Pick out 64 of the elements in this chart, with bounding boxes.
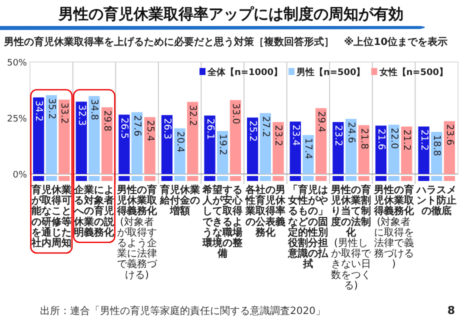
bar bbox=[302, 135, 314, 174]
x-tick-label: 「育児は女性がやるもの」などの固定的性別役割分担意識の払拭 bbox=[287, 184, 330, 270]
legend-label: 全体【n=1000】 bbox=[206, 67, 282, 78]
chart-subtitle: 男性の育児休業取得率を上げるために必要だと思う対策［複数回答形式］ ※上位10位までを表示 bbox=[3, 36, 448, 48]
bar bbox=[204, 116, 216, 174]
y-tick-label: 0% bbox=[12, 170, 28, 180]
bar bbox=[76, 102, 87, 174]
bar bbox=[58, 100, 70, 174]
data-label: 34.8 bbox=[88, 99, 100, 120]
data-label: 25.2 bbox=[247, 120, 258, 142]
bar bbox=[230, 100, 242, 174]
bar bbox=[131, 112, 143, 174]
category-label: 男性の育児休業取得義務化(対象者が取得するよう企業に法律で義務づける) bbox=[117, 185, 157, 281]
data-label: 33.2 bbox=[58, 102, 70, 124]
data-label: 24.6 bbox=[346, 122, 356, 144]
y-tick-label: 25% bbox=[6, 114, 28, 124]
data-label: 35.2 bbox=[46, 98, 57, 120]
legend-label: 男性【n=500】 bbox=[296, 67, 366, 78]
data-label: 27.6 bbox=[132, 115, 142, 136]
bar bbox=[46, 95, 57, 174]
x-tick-label: 男性の育児休業取得義務化(対象者に取得を法律で義務づける) bbox=[372, 184, 415, 270]
text: 出所：連合「男性の育児等家庭的責任に関する意識調査2020」 bbox=[40, 305, 326, 317]
bar bbox=[32, 97, 44, 174]
bar bbox=[174, 128, 186, 174]
chart-title: 男性の育児休業取得率アップには制度の周知が有効 bbox=[58, 5, 404, 23]
data-label: 32.2 bbox=[187, 104, 198, 126]
bar bbox=[260, 113, 271, 174]
data-label: 32.3 bbox=[76, 104, 87, 126]
data-label: 26.1 bbox=[204, 118, 216, 140]
x-tick-label: 各社の男性育児休業取得率の公表義務化 bbox=[244, 184, 286, 238]
y-tick-label: 50% bbox=[6, 58, 28, 68]
data-label: 17.4 bbox=[302, 138, 314, 160]
legend-label: 女性【n=500】 bbox=[378, 67, 448, 78]
data-label: 21.8 bbox=[358, 128, 370, 150]
x-tick-label: 育児休業給付金の増額 bbox=[158, 184, 200, 218]
data-label: 18.8 bbox=[431, 134, 442, 156]
data-label: 23.2 bbox=[332, 125, 344, 146]
data-label: 29.4 bbox=[316, 111, 327, 132]
data-label: 19.2 bbox=[217, 134, 228, 156]
data-label: 23.2 bbox=[272, 125, 284, 146]
data-label: 27.2 bbox=[260, 116, 271, 138]
bar bbox=[272, 122, 284, 174]
data-label: 34.2 bbox=[33, 100, 44, 122]
data-label: 29.8 bbox=[102, 110, 113, 132]
bar bbox=[388, 124, 400, 174]
x-tick-label: ハラスメント防止の徹底 bbox=[416, 185, 457, 218]
bar bbox=[187, 102, 198, 174]
data-label: 26.3 bbox=[161, 118, 172, 140]
data-label: 26.5 bbox=[118, 118, 130, 139]
data-label: 23.4 bbox=[290, 124, 301, 146]
data-label: 33.0 bbox=[230, 103, 241, 124]
text: 8 bbox=[447, 304, 455, 317]
data-label: 21.2 bbox=[418, 130, 430, 151]
x-tick-label: 希望する人が安心して取得できるような職場環境の整備 bbox=[202, 184, 244, 260]
bar bbox=[418, 126, 430, 174]
data-label: 21.6 bbox=[375, 128, 386, 150]
data-label: 25.4 bbox=[144, 120, 156, 142]
category-label: 男性の育児休業割り当て制度の法制化(男性しか取得できない日数をつくる) bbox=[331, 185, 371, 292]
data-label: 21.2 bbox=[401, 130, 412, 151]
data-label: 22.0 bbox=[388, 128, 400, 149]
bar bbox=[88, 96, 100, 174]
data-label: 23.6 bbox=[444, 124, 455, 146]
bar bbox=[315, 108, 327, 174]
data-label: 20.4 bbox=[174, 131, 186, 152]
